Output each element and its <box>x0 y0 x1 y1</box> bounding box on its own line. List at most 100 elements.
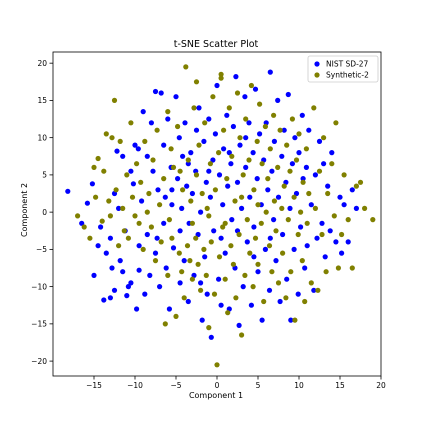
legend-box <box>307 55 379 83</box>
data-point <box>251 187 257 193</box>
data-point <box>337 194 343 200</box>
data-point <box>308 280 314 286</box>
data-point <box>299 258 305 264</box>
data-point <box>95 155 101 162</box>
data-point <box>173 94 179 100</box>
data-point <box>281 183 287 189</box>
data-point <box>202 120 208 126</box>
data-point <box>327 228 333 234</box>
data-point <box>292 135 298 141</box>
data-point <box>279 205 285 211</box>
data-point <box>128 120 134 126</box>
data-point <box>120 153 126 159</box>
data-point <box>165 116 171 122</box>
data-point <box>193 172 200 178</box>
data-point <box>128 168 134 174</box>
data-point <box>240 172 246 178</box>
data-point <box>321 161 327 167</box>
data-point <box>222 220 228 226</box>
data-point <box>75 213 81 219</box>
y-tick-label: −15 <box>31 320 47 329</box>
data-point <box>248 302 254 308</box>
data-point <box>275 280 282 286</box>
data-point <box>199 317 205 323</box>
data-point <box>287 168 293 174</box>
data-point <box>158 90 164 96</box>
data-point <box>182 120 188 126</box>
data-point <box>341 172 347 178</box>
data-point <box>101 168 107 174</box>
data-point <box>188 150 194 156</box>
data-point <box>189 276 195 282</box>
data-point <box>163 265 169 271</box>
data-point <box>144 231 150 238</box>
data-point <box>255 202 261 208</box>
data-point <box>319 220 325 226</box>
data-point <box>246 157 252 163</box>
data-point <box>111 97 118 103</box>
data-point <box>259 161 265 167</box>
data-point <box>289 116 295 122</box>
legend-label: Synthetic-2 <box>326 71 369 80</box>
data-point <box>177 228 183 234</box>
data-point <box>146 190 152 197</box>
data-point <box>198 280 204 286</box>
data-point <box>218 71 224 77</box>
data-point <box>166 217 172 223</box>
data-point <box>280 231 286 238</box>
data-point <box>208 239 214 245</box>
data-point <box>101 297 107 303</box>
data-point <box>319 231 325 238</box>
data-point <box>281 127 287 133</box>
series-1 <box>75 64 376 368</box>
data-point <box>189 190 195 197</box>
data-point <box>144 209 150 215</box>
data-point <box>180 153 186 159</box>
data-point <box>239 194 245 200</box>
data-point <box>257 131 263 137</box>
data-point <box>142 138 148 144</box>
data-point <box>303 164 309 170</box>
data-point <box>345 239 351 245</box>
data-point <box>154 235 160 241</box>
data-point <box>304 243 310 249</box>
data-point <box>263 209 269 215</box>
data-point <box>224 112 230 118</box>
data-point <box>125 235 131 241</box>
data-point <box>255 269 261 275</box>
data-point <box>140 246 146 252</box>
data-point <box>311 287 317 293</box>
data-point <box>331 213 337 219</box>
data-point <box>288 317 294 323</box>
data-point <box>195 231 201 238</box>
data-point <box>134 161 140 167</box>
data-point <box>117 258 123 264</box>
data-point <box>302 298 308 305</box>
data-point <box>109 265 115 271</box>
data-point <box>187 258 193 264</box>
data-point <box>321 135 327 141</box>
data-point <box>229 153 235 159</box>
data-point <box>113 187 119 193</box>
data-point <box>271 198 277 204</box>
data-point <box>293 190 300 197</box>
data-point <box>165 109 171 115</box>
data-point <box>212 131 218 137</box>
data-point <box>254 138 260 144</box>
y-tick-label: 5 <box>42 171 47 180</box>
data-point <box>246 120 252 126</box>
data-point <box>193 127 200 133</box>
data-point <box>240 284 246 290</box>
data-point <box>262 246 268 252</box>
data-point <box>244 239 250 245</box>
data-point <box>242 94 248 100</box>
data-point <box>125 284 131 290</box>
data-point <box>312 205 318 211</box>
data-point <box>284 142 290 148</box>
data-point <box>147 272 153 278</box>
data-point <box>193 79 200 85</box>
data-point <box>229 217 235 223</box>
data-point <box>298 209 304 215</box>
data-point <box>285 217 291 223</box>
